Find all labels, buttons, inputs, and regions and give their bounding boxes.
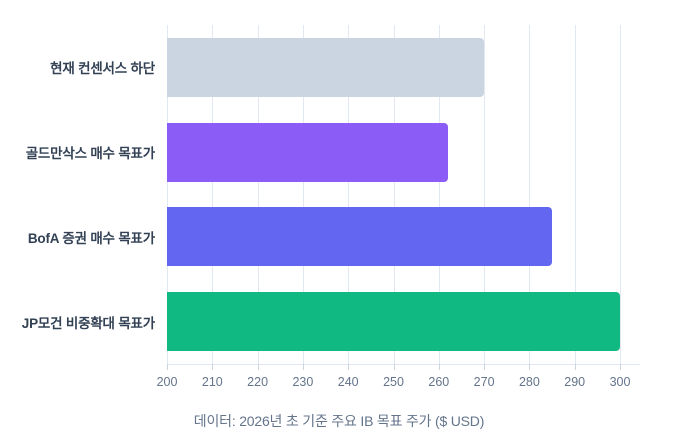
gridline [574, 25, 576, 364]
x-tick-label: 220 [247, 375, 269, 389]
category-label: 현재 컨센서스 하단 [50, 61, 155, 77]
gridline [529, 25, 531, 364]
bar-0 [167, 37, 485, 97]
x-tick-label: 240 [337, 375, 359, 389]
x-tick-label: 210 [201, 375, 223, 389]
x-tick-mark [393, 364, 395, 370]
x-tick-mark [302, 364, 304, 370]
gridline [167, 25, 168, 364]
category-label: 골드만삭스 매수 목표가 [25, 146, 156, 162]
gridline [484, 25, 486, 364]
x-tick-label: 280 [518, 375, 540, 389]
x-tick-mark [438, 364, 440, 370]
x-tick-label: 290 [564, 375, 586, 389]
x-tick-mark [257, 364, 259, 370]
x-tick-label: 250 [383, 375, 404, 389]
gridline [393, 25, 395, 364]
bar-3 [167, 292, 620, 352]
bar-1 [167, 122, 448, 182]
category-label: JP모건 비중확대 목표가 [21, 315, 155, 331]
x-tick-label: 200 [156, 375, 178, 389]
x-tick-mark [167, 364, 168, 370]
gridline [257, 25, 259, 364]
x-tick-mark [620, 364, 621, 370]
x-axis: 200 210 220 230 240 250 260 270 280 290 300 [157, 364, 640, 394]
chart-caption: 데이터: 2026년 초 기준 주요 IB 목표 주가 ($ USD) [193, 413, 485, 429]
category-label: BofA 증권 매수 목표가 [27, 230, 155, 246]
x-tick-label: 300 [609, 375, 631, 389]
bar-2 [167, 207, 553, 267]
x-tick-label: 270 [473, 375, 495, 389]
x-tick-mark [484, 364, 486, 370]
gridline [302, 25, 304, 364]
gridline [212, 25, 214, 364]
x-tick-label: 260 [428, 375, 450, 389]
x-tick-label: 230 [292, 375, 314, 389]
x-tick-mark [529, 364, 531, 370]
x-tick-mark [348, 364, 350, 370]
gridline [620, 25, 621, 364]
gridline [438, 25, 440, 364]
x-tick-mark [574, 364, 576, 370]
gridline [348, 25, 350, 364]
plot-area [167, 25, 640, 365]
x-tick-mark [212, 364, 214, 370]
